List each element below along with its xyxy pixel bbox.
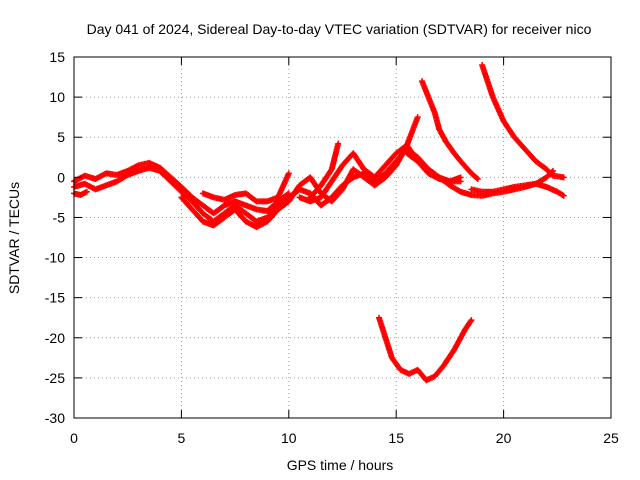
- data-point: [560, 174, 567, 181]
- data-point: [560, 192, 567, 199]
- series-s8: [307, 140, 342, 201]
- x-tick-label: 5: [178, 430, 186, 446]
- x-tick-label: 15: [388, 430, 404, 446]
- series-s13: [376, 314, 475, 384]
- data-point: [83, 188, 90, 195]
- x-tick-label: 0: [70, 430, 78, 446]
- x-tick-label: 10: [281, 430, 297, 446]
- data-point: [467, 318, 474, 325]
- y-tick-label: -10: [45, 250, 65, 266]
- y-axis-label: SDTVAR / TECUs: [6, 182, 22, 294]
- series-s4: [178, 194, 282, 231]
- x-tick-label: 20: [496, 430, 512, 446]
- y-tick-label: -5: [53, 209, 66, 225]
- data-point: [468, 317, 475, 324]
- y-tick-label: 0: [57, 169, 65, 185]
- y-tick-label: -30: [45, 410, 65, 426]
- x-axis-label: GPS time / hours: [287, 457, 394, 473]
- data-point: [473, 175, 480, 182]
- y-tick-label: 10: [49, 89, 65, 105]
- series-s10: [418, 78, 481, 182]
- y-tick-label: 15: [49, 49, 65, 65]
- series-s5: [199, 170, 292, 205]
- y-tick-label: -25: [45, 370, 65, 386]
- y-tick-labels: -30 -25 -20 -15 -10 -5 0 5 10 15: [45, 49, 65, 426]
- grid: [74, 57, 611, 418]
- series-s3: [71, 188, 90, 198]
- chart-title: Day 041 of 2024, Sidereal Day-to-day VTE…: [87, 21, 592, 37]
- y-tick-label: 5: [57, 129, 65, 145]
- data-point: [457, 178, 464, 185]
- series-s12: [479, 62, 567, 181]
- data-point: [335, 140, 342, 147]
- y-tick-label: -20: [45, 330, 65, 346]
- data-marks: [71, 62, 567, 384]
- data-point: [414, 114, 421, 121]
- series-s11: [468, 180, 567, 199]
- x-tick-label: 25: [603, 430, 619, 446]
- axis-ticks: [73, 56, 612, 419]
- y-tick-label: -15: [45, 290, 65, 306]
- data-point: [474, 175, 481, 182]
- x-tick-labels: 0 5 10 15 20 25: [70, 430, 619, 446]
- plot-frame: [73, 56, 612, 419]
- series-s7: [296, 142, 464, 205]
- data-point: [285, 170, 292, 177]
